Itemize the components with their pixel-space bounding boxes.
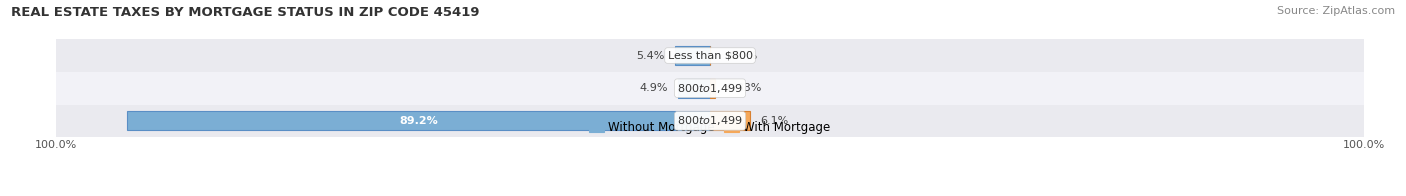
Bar [675,46,710,65]
Text: 89.2%: 89.2% [399,116,437,126]
Text: $800 to $1,499: $800 to $1,499 [678,82,742,95]
Text: Less than $800: Less than $800 [668,51,752,61]
Bar [56,104,1364,137]
Text: REAL ESTATE TAXES BY MORTGAGE STATUS IN ZIP CODE 45419: REAL ESTATE TAXES BY MORTGAGE STATUS IN … [11,6,479,19]
Text: Source: ZipAtlas.com: Source: ZipAtlas.com [1277,6,1395,16]
Text: 6.1%: 6.1% [761,116,789,126]
Text: 0.0%: 0.0% [730,51,758,61]
Bar [127,111,710,130]
Bar [678,79,710,98]
Text: 0.83%: 0.83% [725,83,761,93]
Bar [56,39,1364,72]
Text: 4.9%: 4.9% [640,83,668,93]
Bar [56,72,1364,104]
Bar [710,111,749,130]
Bar [710,79,716,98]
Text: $800 to $1,499: $800 to $1,499 [678,114,742,127]
Text: 5.4%: 5.4% [636,51,664,61]
Legend: Without Mortgage, With Mortgage: Without Mortgage, With Mortgage [585,117,835,139]
